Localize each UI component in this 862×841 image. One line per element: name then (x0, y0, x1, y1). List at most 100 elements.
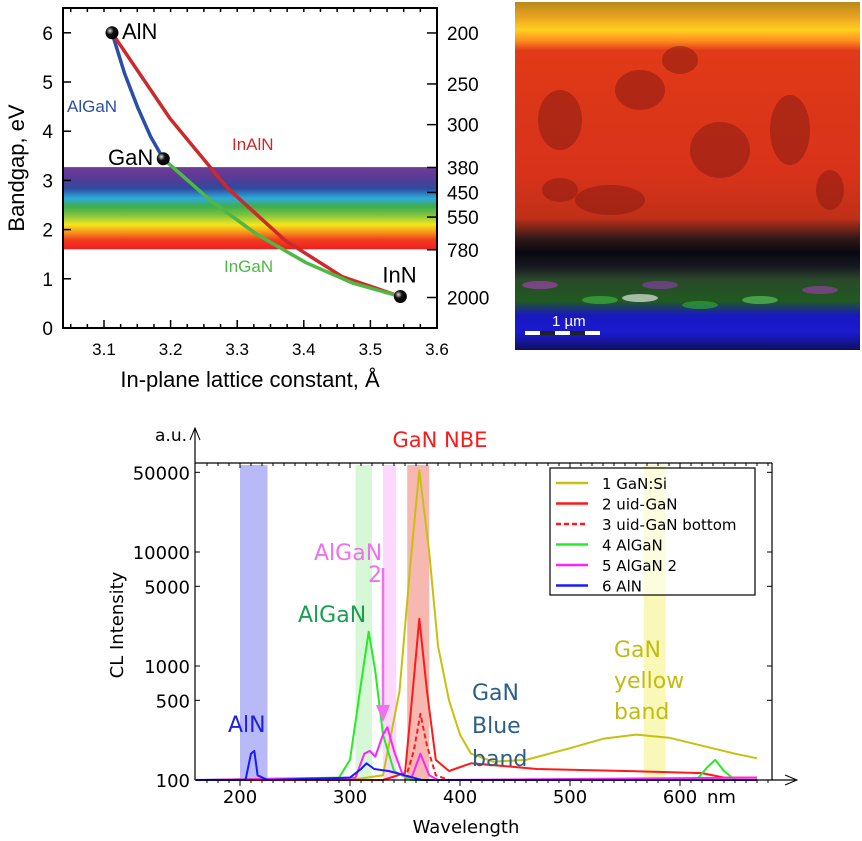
legend-box (549, 467, 756, 596)
y-axis-label: CL Intensity (107, 571, 128, 678)
series-label: InAlN (232, 135, 274, 154)
point-inn (393, 290, 407, 304)
y-tick-label: 50000 (133, 463, 190, 484)
right-tick-label: 200 (447, 24, 479, 45)
legend: 1 GaN:Si 2 uid-GaN 3 uid-GaN bottom 4 AlGaN… (549, 467, 756, 596)
x-tick-label: 600 (663, 787, 697, 808)
dark-blotch (770, 95, 810, 165)
annotation-algan: AlGaN (298, 603, 366, 628)
cl-micrograph: 1 µm (515, 2, 860, 350)
right-tick-label: 2000 (447, 288, 489, 309)
annotation-line: yellow (614, 669, 684, 694)
point-label: GaN (108, 145, 153, 170)
right-tick-label: 780 (447, 241, 479, 262)
point-label: InN (382, 263, 416, 288)
series-line-3 (404, 712, 450, 781)
highlight-band (240, 465, 268, 780)
annotation-line: Blue (472, 714, 521, 739)
x-tick-label: 3.4 (292, 340, 316, 359)
scale-bar-segment (540, 331, 555, 335)
x-tick-label: 3.2 (159, 340, 183, 359)
x-axis-label: In-plane lattice constant, Å (120, 367, 380, 392)
emission-speck (682, 301, 718, 309)
dark-blotch (615, 70, 665, 110)
legend-label: 5 AlGaN 2 (602, 557, 677, 575)
series-line-5 (195, 726, 758, 781)
emission-speck (802, 286, 838, 294)
right-tick-label: 450 (447, 183, 479, 204)
y-tick-label: 5 (42, 73, 53, 94)
emission-speck (742, 296, 778, 304)
point-gan (156, 152, 170, 166)
x-tick-label: 3.3 (225, 340, 249, 359)
series-line-4 (195, 630, 757, 781)
annotation-algan2: AlGaN 2 (314, 541, 382, 588)
x-tick-label: 400 (443, 787, 477, 808)
series-label: InGaN (224, 257, 273, 276)
x-tick-label: 200 (223, 787, 257, 808)
highlight-band (355, 465, 372, 780)
annotation-yellow-band: GaN yellow band (614, 638, 684, 725)
dark-blotch (538, 90, 582, 150)
x-tick-label: 3.5 (359, 340, 383, 359)
annotation-line: band (614, 700, 669, 725)
annotation-line: GaN (614, 638, 661, 663)
bandgap-chart: 3.1 3.2 3.3 3.4 3.5 3.6 0 1 2 3 4 5 6 200 250 300 380 450… (4, 7, 489, 392)
y-tick-label: 5000 (144, 577, 190, 598)
series-line-6 (196, 749, 757, 781)
right-tick-label: 550 (447, 208, 479, 229)
emission-speck (622, 294, 658, 302)
dark-blotch (690, 122, 750, 178)
series-line-ingan (162, 157, 401, 299)
emission-speck (582, 296, 618, 304)
legend-label: 3 uid-GaN bottom (602, 516, 737, 534)
series-line-inaln (110, 31, 401, 299)
x-tick-label: 300 (333, 787, 367, 808)
x-axis-label: Wavelength (413, 817, 520, 838)
legend-label: 6 AlN (602, 578, 642, 596)
emission-speck (522, 281, 558, 289)
arrow-down-icon (376, 705, 390, 722)
y-unit-label: a.u. (155, 426, 187, 446)
series-line-algan (110, 32, 165, 160)
annotation-blue-band: GaN Blue band (472, 681, 527, 772)
y-tick-label: 0 (42, 319, 53, 340)
y-tick-label: 1000 (144, 657, 190, 678)
annotation-line: GaN (472, 681, 519, 706)
point-label: AlN (122, 19, 157, 44)
scale-bar (525, 331, 600, 335)
scale-bar-label: 1 µm (552, 313, 586, 330)
y-tick-label: 100 (156, 771, 190, 792)
y-tick-label: 1 (42, 270, 53, 291)
dark-blotch (662, 46, 698, 74)
annotation-aln: AlN (228, 713, 266, 738)
scale-bar-segment (570, 331, 585, 335)
x-axis-arrow-icon (784, 774, 799, 786)
annotation-line: 2 (368, 563, 382, 588)
x-tick-label: 3.6 (425, 340, 449, 359)
y-tick-label: 500 (156, 691, 190, 712)
series-label: AlGaN (67, 97, 117, 116)
cl-spectrum-chart: 200 300 400 500 600 nm 100 500 1000 5000 10000 5000… (107, 426, 799, 838)
series-line-2 (196, 617, 757, 781)
point-aln (105, 26, 119, 40)
dark-blotch (542, 178, 578, 202)
x-tick-label: 3.1 (92, 340, 116, 359)
annotation-line: band (472, 747, 527, 772)
dark-blotch (575, 185, 645, 215)
right-tick-label: 380 (447, 158, 479, 179)
legend-label: 4 AlGaN (602, 537, 663, 555)
legend-label: 1 GaN:Si (602, 475, 667, 493)
y-tick-label: 4 (42, 122, 53, 143)
y-axis-label: Bandgap, eV (4, 104, 29, 232)
x-tick-label: 500 (553, 787, 587, 808)
emission-speck (642, 281, 678, 289)
annotation-line: AlGaN (314, 541, 382, 566)
y-tick-label: 10000 (133, 543, 190, 564)
legend-label: 2 uid-GaN (602, 496, 678, 514)
right-tick-label: 300 (447, 116, 479, 137)
highlight-band (383, 465, 397, 780)
right-tick-label: 250 (447, 75, 479, 96)
dark-blotch (816, 170, 844, 210)
